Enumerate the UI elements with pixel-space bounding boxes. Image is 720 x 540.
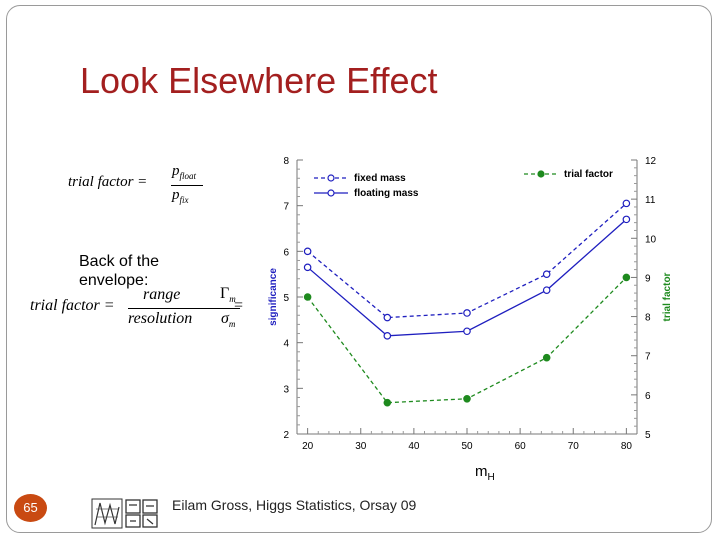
data-point (542, 286, 551, 294)
series-line-0 (307, 202, 627, 319)
x-tick-label: 30 (355, 441, 367, 452)
significance-trial-factor-chart: 2 3 4 5 6 7 8 5 6 7 8 9 10 11 12 20 30 40 50 60 70 80 signific… (268, 156, 673, 452)
x-tick-label: 80 (621, 441, 633, 452)
legend-label: fixed mass (354, 173, 406, 184)
data-point (303, 293, 312, 301)
series-line-2 (307, 276, 627, 404)
legend-label: trial factor (564, 169, 613, 180)
y2-tick-label: 10 (645, 234, 657, 245)
y2-tick-label: 7 (645, 352, 651, 363)
y-tick-label: 8 (283, 156, 289, 167)
y-tick-label: 6 (283, 247, 289, 258)
slide-title: Look Elsewhere Effect (80, 60, 438, 101)
x-axis-label: mH (475, 463, 495, 483)
formula-trial-factor-p: trial factor = pfloat pfix (68, 163, 218, 211)
y2-tick-label: 9 (645, 273, 651, 284)
data-point (383, 332, 392, 340)
legend-marker (537, 170, 545, 178)
y-axis-label: significance (268, 268, 279, 326)
y-tick-label: 5 (283, 293, 289, 304)
formula1-denominator-sub: fix (179, 195, 189, 205)
data-point (303, 247, 312, 256)
data-point (463, 309, 471, 317)
formula2-lhs: trial factor = (30, 297, 115, 314)
y2-tick-label: 11 (645, 195, 656, 206)
legend-marker (327, 174, 335, 182)
data-point (383, 398, 392, 407)
data-point (542, 270, 551, 278)
y2-tick-label: 6 (645, 391, 651, 402)
legend-marker (327, 189, 335, 197)
formula2-denominator2-sub: m (228, 319, 236, 330)
data-point (463, 327, 471, 336)
y2-axis-label: trial factor (662, 272, 673, 321)
data-point (622, 199, 631, 208)
x-tick-label: 70 (568, 441, 580, 452)
y-tick-label: 2 (283, 430, 289, 441)
legend-label: floating mass (354, 188, 419, 199)
formula2-denominator2: σ (221, 310, 229, 327)
x-tick-label: 50 (461, 441, 473, 452)
formula1-fraction-bar (171, 185, 203, 186)
institution-logo (90, 497, 160, 530)
formula1-denominator: p (172, 187, 180, 203)
formula1-numerator: p (172, 163, 180, 179)
y2-tick-label: 12 (645, 156, 657, 167)
series-line-1 (307, 218, 627, 337)
formula2-fraction-bar1 (128, 308, 231, 309)
y-tick-label: 3 (283, 384, 289, 395)
footer-text: Eilam Gross, Higgs Statistics, Orsay 09 (172, 497, 417, 513)
x-tick-label: 60 (515, 441, 527, 452)
x-tick-label: 40 (408, 441, 420, 452)
formula2-equals: = (234, 297, 244, 314)
y2-tick-label: 5 (645, 430, 651, 441)
data-point (622, 273, 631, 282)
formula2-numerator2-sub: m (229, 294, 236, 305)
data-point (463, 394, 471, 403)
y2-tick-label: 8 (645, 313, 651, 324)
formula1-lhs: trial factor = (68, 174, 148, 190)
data-point (622, 215, 631, 224)
formula2-denominator1: resolution (128, 310, 193, 327)
formula1-numerator-sub: float (179, 171, 197, 181)
y-tick-label: 4 (283, 339, 289, 350)
data-point (383, 313, 392, 322)
slide-frame (6, 5, 712, 533)
data-point (542, 353, 551, 362)
envelope-label: Back of the envelope: (79, 253, 160, 289)
formula2-numerator1: range (143, 286, 181, 303)
formula2-numerator2: Γ (220, 285, 230, 302)
formula2-fraction-bar2 (218, 308, 240, 309)
x-tick-label: 20 (302, 441, 314, 452)
formula-trial-factor-range: trial factor = range resolution = Γm σm (30, 285, 255, 335)
data-point (303, 263, 312, 272)
y-tick-label: 7 (283, 202, 289, 213)
page-number: 65 (14, 494, 47, 522)
